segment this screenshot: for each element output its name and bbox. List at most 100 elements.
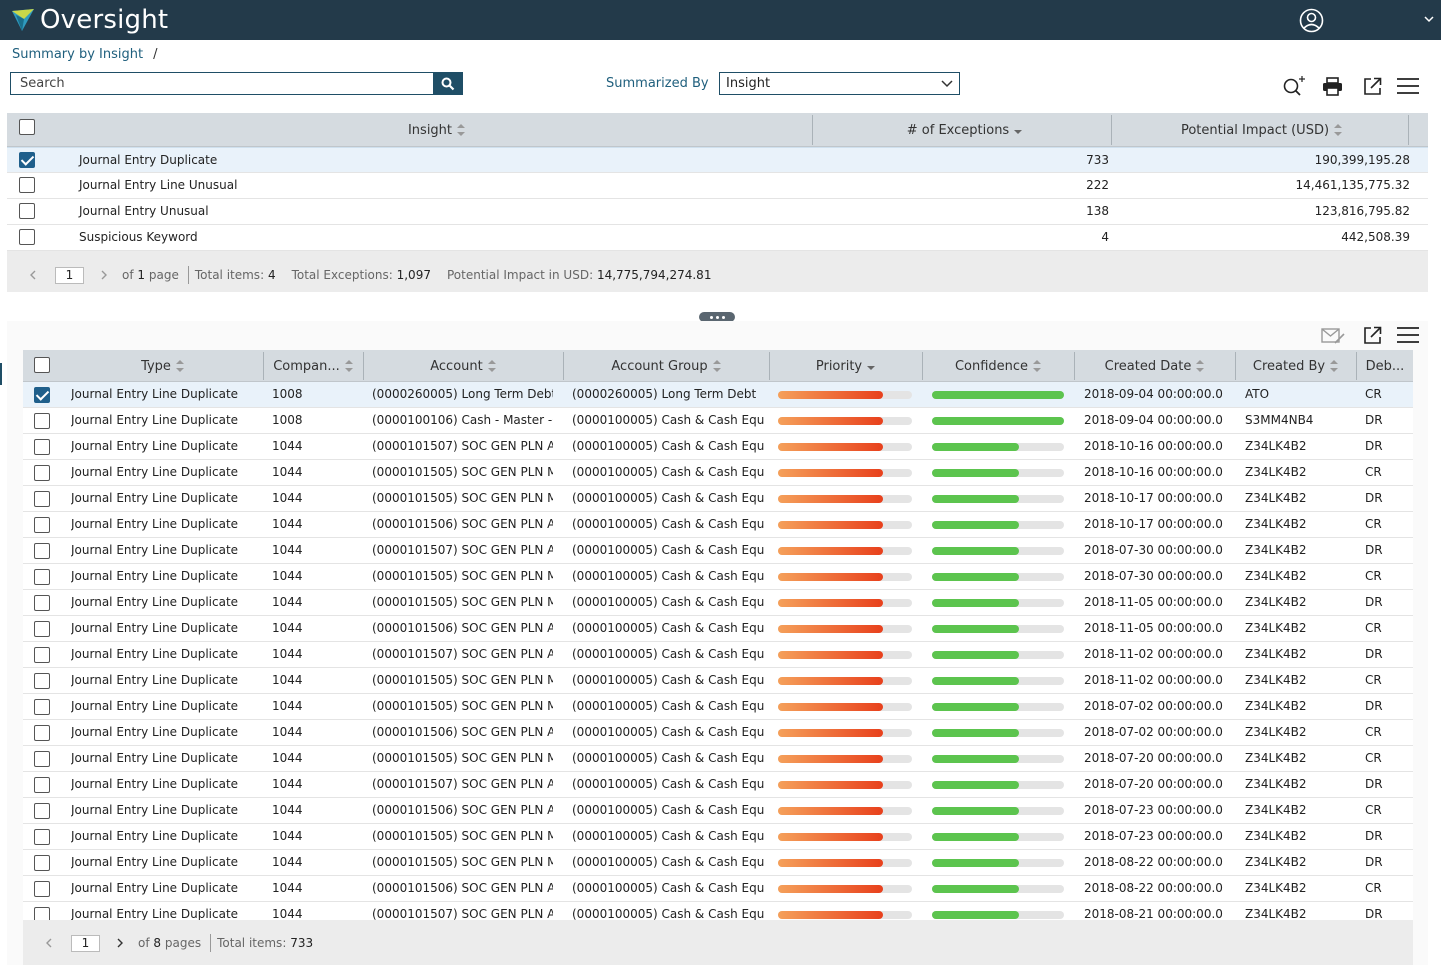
row-checkbox[interactable]: [34, 699, 50, 715]
header-impact[interactable]: Potential Impact (USD): [1112, 113, 1412, 147]
row-checkbox[interactable]: [34, 621, 50, 637]
print-icon[interactable]: [1322, 77, 1343, 96]
header-account-group[interactable]: Account Group: [564, 350, 769, 382]
table-row[interactable]: Journal Entry Line Duplicate 1044 (0000101…: [23, 902, 1413, 920]
row-checkbox[interactable]: [34, 465, 50, 481]
cell-company: 1044: [272, 673, 303, 687]
row-checkbox[interactable]: [34, 439, 50, 455]
row-checkbox[interactable]: [19, 203, 35, 219]
row-checkbox[interactable]: [34, 569, 50, 585]
pager-page-word: page: [148, 268, 179, 282]
row-checkbox[interactable]: [34, 387, 50, 403]
table-row[interactable]: Journal Entry Line Duplicate 1044 (0000101…: [23, 538, 1413, 564]
row-checkbox[interactable]: [34, 907, 50, 920]
row-checkbox[interactable]: [34, 803, 50, 819]
table-row[interactable]: Journal Entry Line Duplicate 1044 (0000101…: [23, 590, 1413, 616]
header-type[interactable]: Type: [63, 350, 263, 382]
email-edit-icon[interactable]: [1321, 326, 1345, 345]
pager-pages: 1: [137, 268, 146, 282]
row-checkbox[interactable]: [19, 229, 35, 245]
table-row[interactable]: Journal Entry Line Duplicate 1044 (0000101…: [23, 850, 1413, 876]
table-row[interactable]: Journal Entry Line Duplicate 1044 (0000101…: [23, 512, 1413, 538]
header-priority-label: Priority: [815, 358, 863, 374]
select-all-checkbox[interactable]: [19, 119, 35, 135]
row-checkbox[interactable]: [34, 595, 50, 611]
chevron-down-icon[interactable]: [1423, 13, 1435, 25]
insight-row[interactable]: Suspicious Keyword 4 442,508.39: [7, 225, 1428, 251]
pager-pages: 8: [153, 936, 162, 950]
header-priority[interactable]: Priority: [770, 350, 922, 382]
table-row[interactable]: Journal Entry Line Duplicate 1008 (0000100…: [23, 408, 1413, 434]
row-checkbox[interactable]: [34, 673, 50, 689]
header-debit[interactable]: Deb...: [1357, 350, 1413, 382]
header-exceptions[interactable]: # of Exceptions: [813, 113, 1117, 147]
table-row[interactable]: Journal Entry Line Duplicate 1044 (0000101…: [23, 642, 1413, 668]
page-number-input[interactable]: 1: [55, 266, 84, 284]
page-number-input[interactable]: 1: [71, 934, 100, 952]
cell-company: 1044: [272, 621, 303, 635]
select-all-checkbox[interactable]: [34, 357, 50, 373]
table-row[interactable]: Journal Entry Line Duplicate 1044 (0000101…: [23, 694, 1413, 720]
insight-name[interactable]: Journal Entry Duplicate: [79, 153, 218, 167]
table-row[interactable]: Journal Entry Line Duplicate 1044 (0000101…: [23, 746, 1413, 772]
app-logo[interactable]: Oversight: [10, 4, 168, 36]
insight-name[interactable]: Suspicious Keyword: [79, 230, 198, 244]
row-checkbox[interactable]: [34, 413, 50, 429]
row-checkbox[interactable]: [34, 855, 50, 871]
next-page-icon[interactable]: [114, 937, 126, 949]
confidence-bar: [932, 807, 1064, 815]
insight-name[interactable]: Journal Entry Line Unusual: [79, 178, 238, 192]
row-checkbox[interactable]: [34, 751, 50, 767]
table-row[interactable]: Journal Entry Line Duplicate 1044 (0000101…: [23, 798, 1413, 824]
prev-page-icon[interactable]: [43, 937, 55, 949]
external-link-icon[interactable]: [1363, 326, 1382, 345]
row-checkbox[interactable]: [34, 881, 50, 897]
header-company[interactable]: Compan...: [264, 350, 363, 382]
header-created-date[interactable]: Created Date: [1075, 350, 1235, 382]
table-row[interactable]: Journal Entry Line Duplicate 1044 (0000101…: [23, 772, 1413, 798]
table-row[interactable]: Journal Entry Line Duplicate 1008 (0000260…: [23, 382, 1413, 408]
row-checkbox[interactable]: [34, 517, 50, 533]
header-created-by-label: Created By: [1252, 358, 1326, 374]
row-checkbox[interactable]: [34, 543, 50, 559]
row-checkbox[interactable]: [34, 777, 50, 793]
row-checkbox[interactable]: [34, 725, 50, 741]
table-row[interactable]: Journal Entry Line Duplicate 1044 (0000101…: [23, 876, 1413, 902]
table-row[interactable]: Journal Entry Line Duplicate 1044 (0000101…: [23, 824, 1413, 850]
cell-created-by: Z34LK4B2: [1245, 491, 1307, 505]
external-link-icon[interactable]: [1363, 77, 1382, 96]
insight-name[interactable]: Journal Entry Unusual: [79, 204, 209, 218]
next-page-icon[interactable]: [98, 269, 110, 281]
search-button[interactable]: [433, 72, 463, 95]
table-row[interactable]: Journal Entry Line Duplicate 1044 (0000101…: [23, 668, 1413, 694]
table-row[interactable]: Journal Entry Line Duplicate 1044 (0000101…: [23, 434, 1413, 460]
summarized-by-select[interactable]: Insight: [719, 72, 960, 95]
cell-created-date: 2018-09-04 00:00:00.0: [1084, 413, 1223, 427]
search-plus-icon[interactable]: [1282, 76, 1306, 96]
row-checkbox[interactable]: [34, 829, 50, 845]
prev-page-icon[interactable]: [27, 269, 39, 281]
table-row[interactable]: Journal Entry Line Duplicate 1044 (0000101…: [23, 564, 1413, 590]
row-checkbox[interactable]: [19, 152, 35, 168]
header-account[interactable]: Account: [364, 350, 563, 382]
priority-bar: [778, 885, 912, 893]
header-insight[interactable]: Insight: [307, 113, 567, 147]
table-row[interactable]: Journal Entry Line Duplicate 1044 (0000101…: [23, 460, 1413, 486]
hamburger-menu-icon[interactable]: [1397, 326, 1419, 344]
insight-row[interactable]: Journal Entry Line Unusual 222 14,461,135,…: [7, 173, 1428, 199]
insight-row[interactable]: Journal Entry Unusual 138 123,816,795.82: [7, 199, 1428, 225]
insight-row[interactable]: Journal Entry Duplicate 733 190,399,195.28: [7, 147, 1428, 173]
search-input[interactable]: [10, 72, 433, 95]
panel-splitter-handle[interactable]: [699, 312, 735, 322]
hamburger-menu-icon[interactable]: [1397, 77, 1419, 95]
header-confidence[interactable]: Confidence: [923, 350, 1074, 382]
breadcrumb-link[interactable]: Summary by Insight: [12, 47, 144, 62]
row-checkbox[interactable]: [34, 491, 50, 507]
user-circle-icon[interactable]: [1299, 8, 1324, 33]
row-checkbox[interactable]: [19, 177, 35, 193]
header-created-by[interactable]: Created By: [1236, 350, 1356, 382]
table-row[interactable]: Journal Entry Line Duplicate 1044 (0000101…: [23, 720, 1413, 746]
row-checkbox[interactable]: [34, 647, 50, 663]
table-row[interactable]: Journal Entry Line Duplicate 1044 (0000101…: [23, 486, 1413, 512]
table-row[interactable]: Journal Entry Line Duplicate 1044 (0000101…: [23, 616, 1413, 642]
